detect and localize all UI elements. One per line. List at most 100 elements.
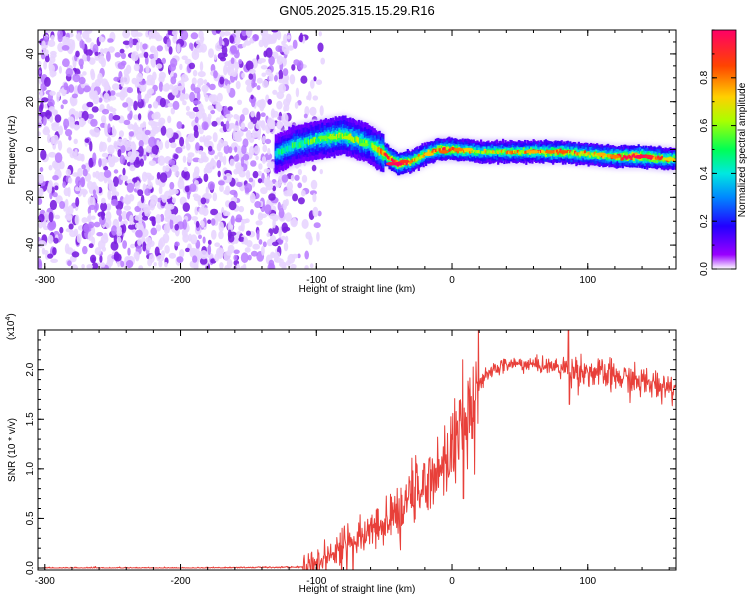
ridge-cell xyxy=(673,158,676,162)
ridge-cell xyxy=(658,157,661,161)
noise-speckle xyxy=(81,164,86,170)
noise-speckle xyxy=(54,152,63,163)
noise-speckle xyxy=(228,234,235,243)
noise-speckle xyxy=(48,151,57,158)
noise-speckle xyxy=(120,175,129,181)
bottom-y-tick-label: 2.0 xyxy=(25,362,36,376)
noise-speckle xyxy=(128,131,135,137)
noise-speckle xyxy=(89,141,93,152)
ridge-cell xyxy=(318,137,321,143)
noise-speckle xyxy=(53,237,59,244)
noise-speckle xyxy=(148,160,157,167)
noise-speckle xyxy=(72,73,81,83)
noise-speckle xyxy=(256,85,261,91)
noise-speckle xyxy=(39,167,44,172)
noise-speckle xyxy=(192,193,199,198)
noise-speckle xyxy=(122,102,129,108)
noise-speckle xyxy=(207,105,214,111)
bottom-x-tick-label: -100 xyxy=(306,576,326,587)
noise-speckle xyxy=(164,140,170,149)
ridge-cell xyxy=(589,153,593,159)
noise-speckle xyxy=(197,71,206,78)
noise-speckle xyxy=(297,197,305,205)
ridge-cell xyxy=(420,155,423,159)
noise-speckle xyxy=(223,52,228,58)
noise-speckle xyxy=(165,127,174,139)
ridge-cell xyxy=(442,147,445,151)
ridge-knot xyxy=(423,152,434,157)
noise-speckle xyxy=(198,206,206,215)
noise-speckle xyxy=(167,115,172,124)
noise-speckle xyxy=(93,90,98,100)
ridge-cell xyxy=(344,132,347,138)
noise-speckle xyxy=(87,113,94,119)
bottom-plot-area xyxy=(38,330,676,570)
ridge-cell xyxy=(368,142,372,148)
noise-speckle xyxy=(126,140,133,146)
noise-speckle xyxy=(122,240,127,249)
noise-speckle xyxy=(195,142,200,151)
ridge-cell xyxy=(405,162,408,166)
noise-speckle xyxy=(241,144,247,155)
ridge-cell xyxy=(277,148,280,154)
noise-speckle xyxy=(229,189,237,196)
ridge-cell xyxy=(517,151,521,155)
ridge-cell xyxy=(504,149,507,153)
ridge-cell xyxy=(569,150,572,154)
noise-speckle xyxy=(125,194,129,201)
noise-speckle xyxy=(58,88,67,94)
noise-speckle xyxy=(297,182,303,189)
top-y-axis-label: Frequency (Hz) xyxy=(7,116,18,185)
noise-speckle xyxy=(150,46,154,53)
noise-speckle xyxy=(181,227,188,238)
noise-speckle xyxy=(158,81,163,92)
ridge-cell xyxy=(359,138,362,144)
ridge-cell xyxy=(289,145,292,152)
noise-speckle xyxy=(235,164,244,175)
ridge-cell xyxy=(371,142,374,149)
noise-speckle xyxy=(199,61,204,72)
ridge-cell xyxy=(519,151,522,155)
noise-speckle xyxy=(193,263,199,269)
noise-speckle xyxy=(169,218,174,230)
ridge-cell xyxy=(512,149,516,153)
noise-speckle xyxy=(268,55,275,66)
noise-speckle xyxy=(234,68,238,74)
noise-speckle xyxy=(242,43,247,48)
noise-speckle xyxy=(192,100,201,105)
noise-speckle xyxy=(260,112,266,117)
noise-speckle xyxy=(101,210,105,221)
noise-speckle xyxy=(153,262,157,267)
chart-title: GN05.2025.315.15.29.R16 xyxy=(279,3,434,18)
noise-speckle xyxy=(68,177,73,184)
ridge-cell xyxy=(624,155,627,159)
ridge-cell xyxy=(433,149,436,153)
ridge-cell xyxy=(436,148,439,155)
noise-speckle xyxy=(47,98,55,108)
ridge-cell xyxy=(334,136,337,143)
ridge-cell xyxy=(609,153,612,157)
noise-speckle xyxy=(182,100,187,106)
noise-speckle xyxy=(151,113,158,120)
ridge-cell xyxy=(313,137,317,143)
ridge-knot xyxy=(453,147,464,152)
noise-speckle xyxy=(144,129,151,136)
noise-speckle xyxy=(62,181,67,189)
ridge-cell xyxy=(591,153,594,160)
ridge-cell xyxy=(449,148,452,154)
ridge-cell xyxy=(578,150,582,156)
noise-speckle xyxy=(158,140,164,151)
noise-speckle xyxy=(226,258,233,269)
noise-speckle xyxy=(217,170,221,178)
ridge-cell xyxy=(295,142,298,148)
ridge-cell xyxy=(602,155,605,159)
ridge-cell xyxy=(585,153,588,157)
noise-speckle xyxy=(240,265,247,269)
noise-speckle xyxy=(75,33,82,40)
ridge-cell xyxy=(523,150,527,154)
ridge-cell xyxy=(383,152,386,156)
noise-speckle xyxy=(41,40,46,51)
ridge-knot xyxy=(643,154,654,159)
noise-speckle xyxy=(218,230,224,240)
noise-speckle xyxy=(119,130,124,138)
